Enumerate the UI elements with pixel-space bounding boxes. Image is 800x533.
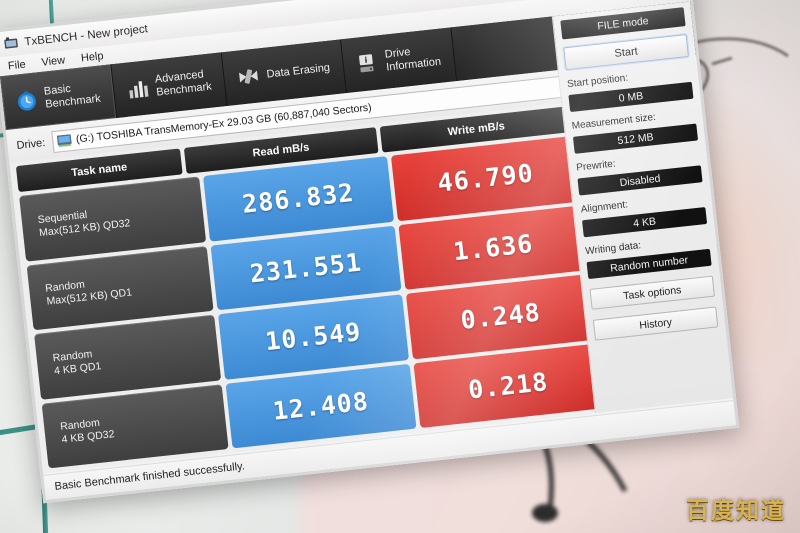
tab-data-erasing-label: Data Erasing — [266, 61, 331, 81]
benchmark-results-panel: Task name Read mB/s Write mB/s Sequentia… — [9, 101, 610, 474]
app-icon — [4, 37, 18, 49]
tab-basic-benchmark[interactable]: Basic Benchmark — [0, 64, 117, 131]
laptop-screen: TxBENCH - New project File View Help Bas… — [0, 0, 740, 504]
svg-text:i: i — [364, 56, 368, 65]
tab-data-erasing[interactable]: Data Erasing — [222, 39, 347, 106]
tab-basic-benchmark-label: Basic Benchmark — [43, 83, 102, 111]
menu-item-file[interactable]: File — [7, 58, 27, 72]
task-name-cell[interactable]: Random 4 KB QD32 — [41, 383, 229, 469]
watermark: 百度知道 — [686, 498, 786, 524]
hard-drive-icon — [56, 133, 72, 147]
task-options-button[interactable]: Task options — [589, 275, 716, 310]
eraser-icon — [239, 69, 259, 84]
menu-item-help[interactable]: Help — [80, 49, 105, 65]
drive-select[interactable]: (G:) TOSHIBA TransMemory-Ex 29.03 GB (60… — [50, 67, 637, 153]
stopwatch-icon — [17, 91, 36, 111]
title-bar: TxBENCH - New project — [0, 0, 689, 59]
tab-advanced-benchmark-label: Advanced Benchmark — [154, 68, 213, 99]
history-button[interactable]: History — [592, 306, 719, 341]
drive-info-icon: i — [358, 54, 374, 73]
tab-drive-information-label: Drive Information — [384, 46, 442, 74]
start-button[interactable]: Start — [562, 32, 690, 72]
bar-chart-icon — [128, 81, 149, 99]
drive-label: Drive: — [15, 136, 46, 152]
tab-drive-information[interactable]: i Drive Information — [340, 27, 458, 94]
ribbon-tab-bar: Basic Benchmark Advanced Benchmark — [0, 1, 696, 131]
tab-advanced-benchmark[interactable]: Advanced Benchmark — [111, 52, 228, 119]
menu-item-view[interactable]: View — [40, 53, 66, 69]
